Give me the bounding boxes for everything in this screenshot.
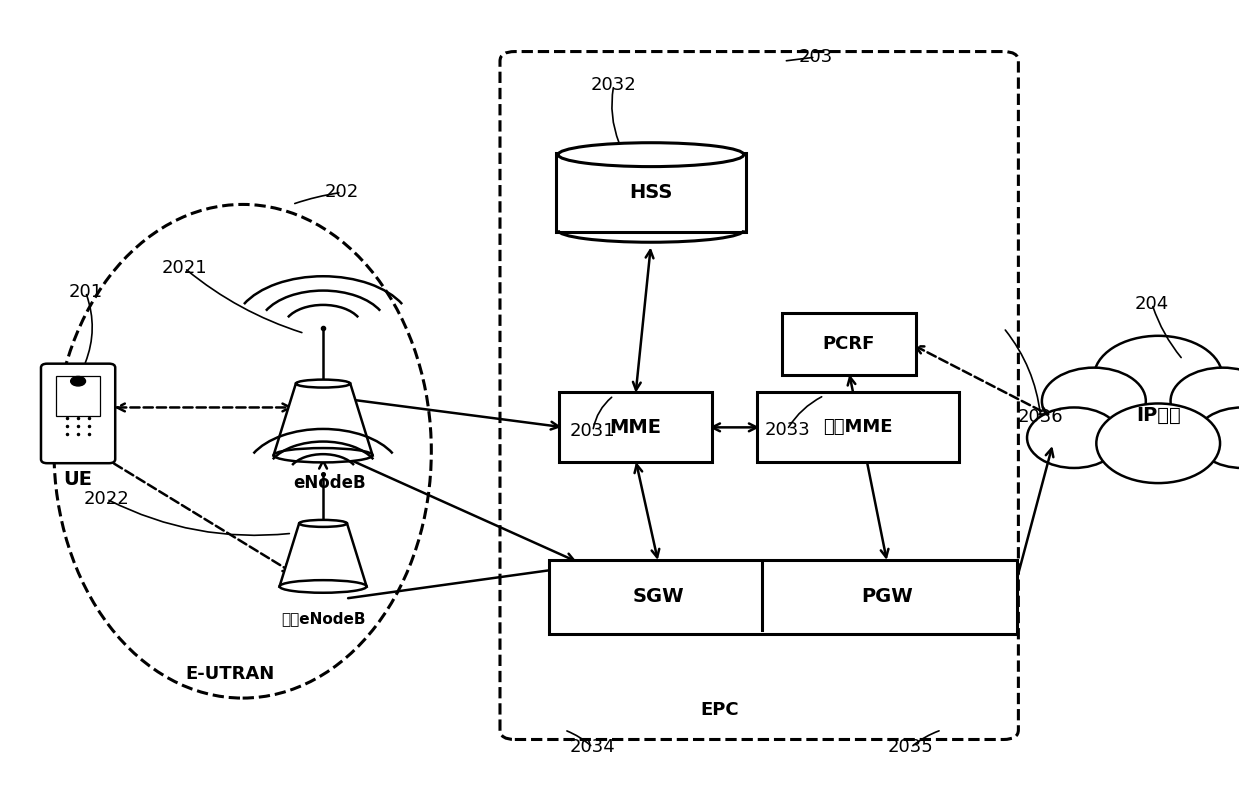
Text: 2031: 2031: [570, 423, 615, 440]
Text: SGW: SGW: [632, 587, 684, 606]
Text: UE: UE: [63, 470, 93, 489]
Circle shape: [1027, 407, 1121, 468]
FancyBboxPatch shape: [556, 153, 746, 232]
Circle shape: [1042, 368, 1146, 435]
Text: eNodeB: eNodeB: [293, 474, 366, 492]
FancyBboxPatch shape: [782, 312, 915, 375]
Text: PGW: PGW: [862, 587, 913, 606]
Polygon shape: [279, 523, 367, 586]
FancyBboxPatch shape: [56, 376, 100, 416]
Text: 204: 204: [1135, 295, 1169, 313]
Text: 其它eNodeB: 其它eNodeB: [280, 611, 366, 626]
Text: 2033: 2033: [764, 421, 810, 439]
Text: 2035: 2035: [888, 738, 934, 757]
Circle shape: [1195, 407, 1240, 468]
Ellipse shape: [558, 143, 744, 167]
Text: 203: 203: [799, 48, 832, 66]
Text: EPC: EPC: [701, 701, 739, 719]
Text: 201: 201: [68, 283, 103, 301]
Text: IP业务: IP业务: [1136, 406, 1180, 425]
Ellipse shape: [296, 380, 350, 388]
Ellipse shape: [299, 520, 347, 527]
Text: 2032: 2032: [591, 76, 636, 94]
Polygon shape: [274, 384, 372, 455]
Text: 2036: 2036: [1018, 408, 1064, 426]
FancyBboxPatch shape: [549, 559, 1017, 634]
Text: 2021: 2021: [161, 259, 207, 277]
Ellipse shape: [279, 580, 367, 593]
Circle shape: [1096, 403, 1220, 483]
Text: 2034: 2034: [570, 738, 615, 757]
FancyBboxPatch shape: [559, 392, 712, 463]
FancyBboxPatch shape: [41, 364, 115, 463]
Circle shape: [1094, 336, 1223, 419]
Text: 202: 202: [325, 184, 358, 201]
Text: 其它MME: 其它MME: [823, 419, 893, 436]
Circle shape: [1171, 368, 1240, 435]
FancyBboxPatch shape: [758, 392, 959, 463]
Text: MME: MME: [610, 418, 661, 437]
Text: 2022: 2022: [83, 490, 129, 508]
Circle shape: [71, 376, 86, 386]
Text: HSS: HSS: [629, 183, 672, 202]
Ellipse shape: [274, 448, 372, 463]
Text: PCRF: PCRF: [822, 335, 875, 353]
Text: E-UTRAN: E-UTRAN: [186, 666, 275, 683]
